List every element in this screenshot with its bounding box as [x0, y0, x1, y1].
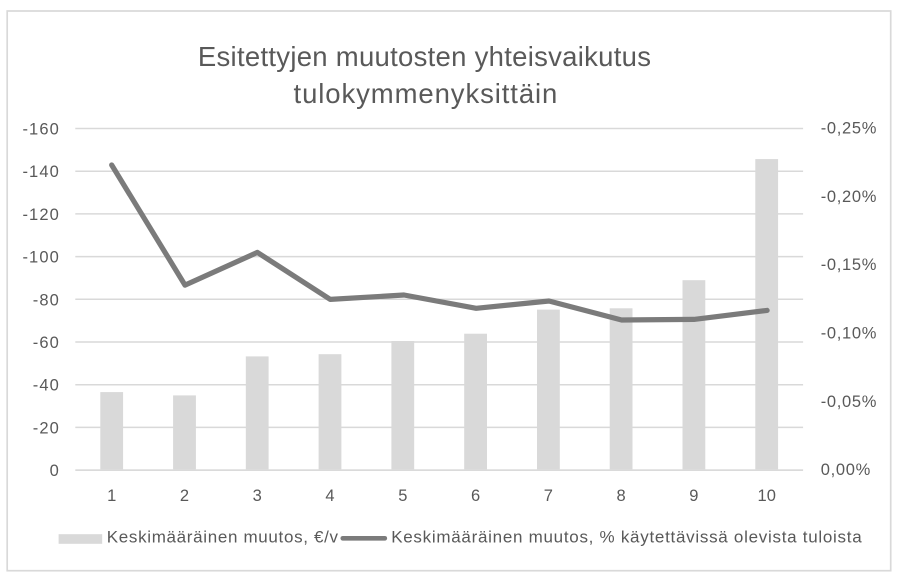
svg-text:Keskimääräinen muutos, €/v: Keskimääräinen muutos, €/v [107, 528, 339, 547]
svg-text:5: 5 [398, 487, 407, 505]
svg-text:1: 1 [107, 487, 116, 505]
svg-text:-120: -120 [22, 206, 59, 224]
svg-text:-80: -80 [33, 291, 60, 309]
svg-text:-0,15%: -0,15% [821, 256, 877, 274]
svg-text:-60: -60 [33, 334, 60, 352]
svg-text:0,00%: 0,00% [821, 461, 871, 479]
svg-text:-100: -100 [22, 249, 59, 267]
svg-text:-160: -160 [22, 121, 59, 139]
svg-text:6: 6 [471, 487, 480, 505]
svg-text:3: 3 [253, 487, 262, 505]
svg-text:-0,05%: -0,05% [821, 393, 877, 411]
svg-text:8: 8 [617, 487, 626, 505]
svg-text:Keskimääräinen muutos, % käyte: Keskimääräinen muutos, % käytettävissä o… [391, 528, 862, 547]
svg-text:Esitettyjen muutosten yhteisva: Esitettyjen muutosten yhteisvaikutus [198, 41, 651, 72]
svg-text:tulokymmenyksittäin: tulokymmenyksittäin [294, 78, 559, 109]
svg-text:0: 0 [50, 462, 60, 480]
svg-text:-140: -140 [22, 163, 59, 181]
svg-text:10: 10 [758, 487, 776, 505]
svg-text:-0,25%: -0,25% [821, 120, 877, 138]
svg-text:-40: -40 [33, 377, 60, 395]
svg-text:4: 4 [325, 487, 334, 505]
svg-text:7: 7 [544, 487, 553, 505]
svg-text:9: 9 [689, 487, 698, 505]
svg-text:-0,20%: -0,20% [821, 188, 877, 206]
svg-text:2: 2 [180, 487, 189, 505]
svg-text:-0,10%: -0,10% [821, 325, 877, 343]
svg-text:-20: -20 [33, 419, 60, 437]
